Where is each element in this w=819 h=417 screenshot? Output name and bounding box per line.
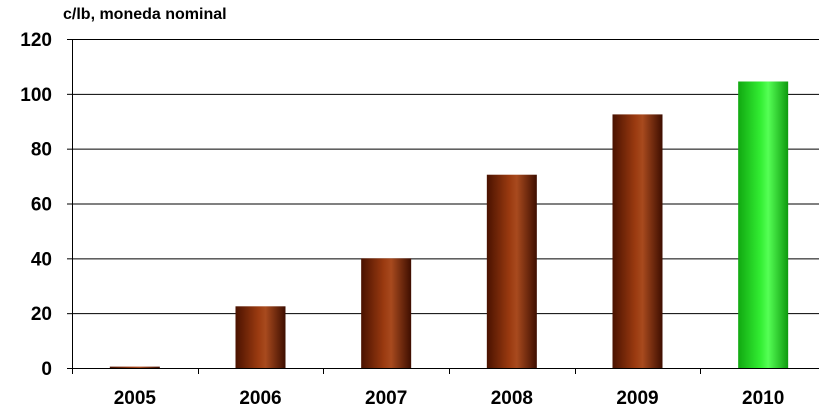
x-tick-labels: 2005 2006 2007 2008 2009 2010	[114, 388, 785, 409]
x-tick-label: 2008	[491, 388, 533, 409]
bar-2007	[361, 258, 412, 368]
y-tick-label: 80	[31, 140, 52, 161]
y-axis-unit-label: c/lb, moneda nominal	[63, 6, 227, 23]
x-tick-label: 2005	[114, 388, 157, 409]
bar-2005	[109, 366, 160, 368]
y-tick-label: 60	[31, 195, 52, 216]
axes	[67, 39, 819, 374]
bars	[109, 81, 789, 368]
x-tick-label: 2010	[742, 388, 784, 409]
x-tick-label: 2006	[239, 388, 281, 409]
y-tick-label: 120	[20, 30, 52, 51]
gridlines	[72, 39, 819, 315]
y-tick-label: 20	[31, 304, 52, 325]
bar-2009	[612, 114, 663, 368]
y-tick-label: 40	[31, 249, 52, 270]
x-tick-label: 2007	[365, 388, 407, 409]
y-tick-labels: 0 20 40 60 80 100 120	[20, 30, 52, 380]
bar-2006	[235, 306, 286, 368]
y-tick-label: 0	[41, 359, 52, 380]
y-tick-label: 100	[20, 85, 52, 106]
bar-2008	[486, 174, 537, 368]
x-tick-label: 2009	[616, 388, 658, 409]
bar-2010	[738, 81, 789, 368]
